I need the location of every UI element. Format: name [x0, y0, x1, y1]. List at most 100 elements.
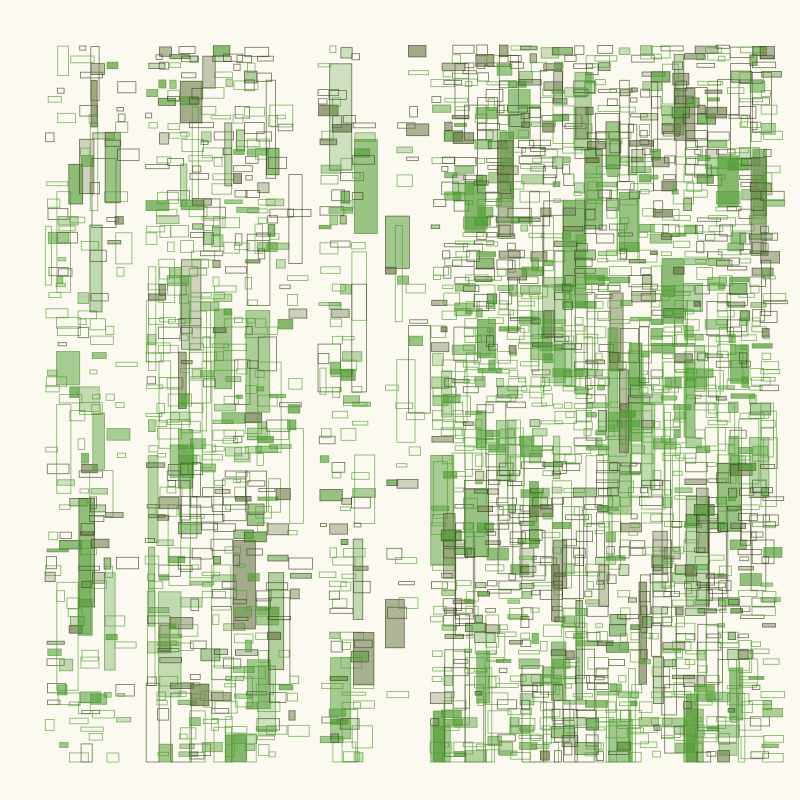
- rect-mark: [716, 217, 736, 227]
- rect-mark: [212, 327, 227, 334]
- rect-mark: [486, 531, 497, 536]
- rect-mark: [562, 538, 577, 547]
- rect-mark: [286, 692, 298, 702]
- rect-mark: [585, 385, 594, 390]
- rect-mark: [554, 750, 562, 763]
- rect-mark: [181, 72, 197, 79]
- rect-mark: [563, 725, 578, 734]
- rect-mark: [562, 699, 587, 705]
- rect-mark: [738, 640, 753, 673]
- rect-mark: [452, 132, 475, 144]
- rect-mark: [575, 393, 593, 400]
- rect-mark: [224, 199, 243, 204]
- rect-mark: [485, 540, 501, 545]
- rect-mark: [45, 565, 62, 576]
- rect-mark: [115, 121, 129, 133]
- rect-mark: [156, 156, 172, 164]
- rect-mark: [188, 310, 207, 369]
- rect-mark: [574, 45, 585, 55]
- rect-mark: [158, 344, 179, 353]
- rect-mark: [351, 420, 369, 426]
- rect-mark: [540, 149, 558, 158]
- rect-mark: [332, 335, 343, 345]
- rect-mark: [167, 480, 176, 488]
- rect-mark: [509, 284, 518, 296]
- rect-mark: [352, 401, 371, 407]
- rect-mark: [729, 539, 747, 550]
- rect-mark: [148, 445, 159, 453]
- rect-mark: [607, 327, 619, 432]
- rect-mark: [48, 531, 59, 541]
- rect-mark: [351, 155, 375, 165]
- rect-mark: [508, 608, 524, 621]
- rect-mark: [159, 46, 172, 57]
- rect-mark: [267, 115, 278, 127]
- rect-mark: [762, 292, 787, 302]
- rect-mark: [79, 488, 90, 494]
- rect-mark: [507, 249, 525, 258]
- rect-mark: [565, 335, 575, 343]
- rect-mark: [585, 72, 594, 84]
- rect-mark: [751, 606, 776, 616]
- rect-mark: [155, 215, 180, 225]
- rect-mark: [585, 572, 600, 577]
- rect-mark: [497, 181, 512, 195]
- rect-mark: [177, 557, 202, 570]
- rect-mark: [266, 523, 290, 536]
- rect-mark: [168, 547, 191, 586]
- rect-mark: [269, 444, 292, 449]
- rect-mark: [563, 173, 575, 186]
- rect-mark: [752, 479, 767, 493]
- rect-mark: [275, 487, 291, 501]
- rect-mark: [57, 87, 65, 94]
- rect-mark: [331, 410, 349, 419]
- rect-mark: [224, 504, 250, 510]
- rect-mark: [531, 402, 547, 407]
- rect-mark: [257, 199, 276, 206]
- rect-mark: [146, 89, 159, 97]
- rect-mark: [519, 555, 537, 560]
- rect-mark: [628, 342, 643, 442]
- rect-mark: [694, 547, 706, 553]
- rect-mark: [760, 376, 776, 382]
- rect-mark: [541, 327, 564, 332]
- rect-mark: [222, 658, 242, 669]
- rect-mark: [660, 45, 684, 52]
- rect-mark: [495, 198, 514, 208]
- rect-mark: [254, 223, 263, 255]
- rect-mark: [705, 353, 723, 358]
- rect-mark: [761, 352, 772, 361]
- rect-mark: [157, 514, 170, 521]
- rect-mark: [518, 718, 536, 731]
- rect-mark: [639, 139, 650, 146]
- rect-mark: [661, 180, 677, 192]
- rect-mark: [639, 701, 653, 714]
- rect-mark: [738, 566, 754, 571]
- rect-mark: [696, 63, 716, 68]
- rect-mark: [741, 360, 751, 368]
- rect-mark: [117, 148, 140, 161]
- rect-mark: [650, 71, 671, 83]
- rect-mark: [662, 208, 680, 221]
- rect-mark: [178, 504, 202, 517]
- rect-mark: [508, 369, 519, 378]
- rect-mark: [598, 88, 617, 93]
- rect-mark: [465, 548, 475, 558]
- rect-mark: [246, 149, 269, 156]
- rect-mark: [318, 435, 336, 445]
- rect-mark: [707, 257, 729, 267]
- rect-mark: [444, 257, 463, 267]
- rect-mark: [398, 581, 415, 586]
- rect-mark: [464, 531, 485, 538]
- rect-mark: [561, 232, 571, 240]
- rect-mark: [684, 659, 696, 665]
- rect-mark: [554, 616, 566, 623]
- rect-mark: [269, 233, 280, 240]
- rect-mark: [351, 725, 373, 749]
- rect-mark: [685, 300, 702, 312]
- rect-mark: [727, 631, 736, 641]
- rect-mark: [234, 106, 250, 119]
- rect-mark: [156, 700, 168, 706]
- rect-mark: [576, 242, 589, 252]
- rect-mark: [396, 146, 413, 154]
